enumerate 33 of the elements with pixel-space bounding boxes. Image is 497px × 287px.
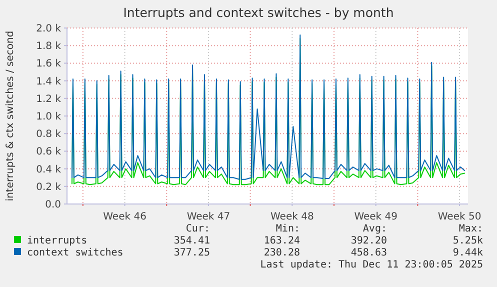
text: 377.25 <box>174 248 210 258</box>
y-tick-label: 0.2 k <box>36 182 62 193</box>
x-tick-label: Week 50 <box>438 212 482 222</box>
text: 163.24 <box>264 236 300 246</box>
text: 5.25k <box>452 236 483 246</box>
y-tick-label: 1.2 k <box>36 94 62 105</box>
x-tick-label: Week 46 <box>103 212 146 222</box>
y-tick-label: 0.0 <box>45 200 61 210</box>
legend-label: interrupts <box>27 236 88 246</box>
text: 392.20 <box>350 236 387 246</box>
y-tick-label: 1.6 k <box>36 58 62 70</box>
x-tick-label: Week 47 <box>186 212 230 222</box>
y-tick-label: 0.6 k <box>36 146 62 158</box>
text: 230.28 <box>264 248 300 258</box>
y-tick-label: 0.4 k <box>36 164 62 176</box>
text: Min: <box>276 224 300 234</box>
text: Max: <box>458 224 483 234</box>
y-tick-label: 1.0 k <box>36 112 62 122</box>
text: Last update: Thu Dec 11 23:00:05 2025 <box>260 260 483 270</box>
x-tick-label: Week 48 <box>270 212 314 222</box>
y-tick-label: 0.8 k <box>36 129 62 140</box>
x-tick-label: Week 49 <box>354 212 398 222</box>
y-tick-label: 2.0 k <box>36 24 62 34</box>
text: 458.63 <box>350 248 387 258</box>
text: 354.41 <box>174 236 210 246</box>
y-tick-label: 1.8 k <box>36 41 62 52</box>
text: 9.44k <box>452 248 483 258</box>
text: Cur: <box>186 224 210 234</box>
y-axis-title: interrupts & ctx switches / second <box>5 30 16 202</box>
y-tick-label: 1.4 k <box>36 76 62 88</box>
text: Avg: <box>362 224 387 234</box>
chart-title: Interrupts and context switches - by month <box>123 5 394 20</box>
legend-label: context switches <box>27 248 124 258</box>
